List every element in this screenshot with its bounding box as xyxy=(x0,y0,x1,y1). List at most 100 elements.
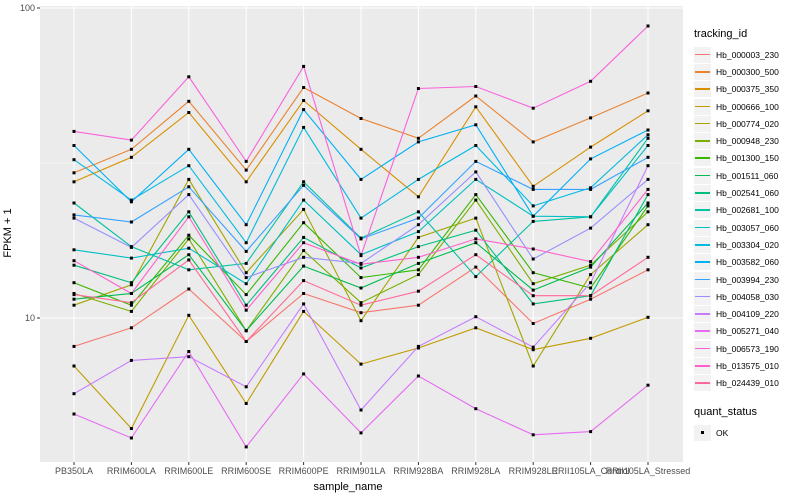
data-point xyxy=(244,168,248,172)
legend-line-icon xyxy=(695,261,710,263)
data-point xyxy=(129,155,133,159)
data-point xyxy=(474,123,478,127)
legend-item-label: Hb_024439_010 xyxy=(716,378,779,389)
data-point xyxy=(589,273,593,277)
data-point xyxy=(187,233,191,237)
data-point xyxy=(646,177,650,181)
x-tick-label: RRIM600PE xyxy=(279,466,329,476)
legend-item-Hb_005271_040: Hb_005271_040 xyxy=(694,323,798,340)
legend-item-Hb_001511_060: Hb_001511_060 xyxy=(694,167,798,184)
data-point xyxy=(129,283,133,287)
data-point xyxy=(187,215,191,219)
data-point xyxy=(302,183,306,187)
data-point xyxy=(302,241,306,245)
legend-line-icon xyxy=(695,278,710,281)
legend-item-label: Hb_003304_020 xyxy=(716,239,779,250)
data-point xyxy=(416,273,420,277)
data-point xyxy=(129,220,133,224)
data-point xyxy=(416,245,420,249)
legend-line-icon xyxy=(695,364,710,367)
data-point xyxy=(646,91,650,95)
data-point xyxy=(416,195,420,199)
data-point xyxy=(187,246,191,250)
legend-line-icon xyxy=(695,140,710,142)
data-point xyxy=(302,221,306,225)
legend-item-Hb_003994_230: Hb_003994_230 xyxy=(694,271,798,288)
data-point xyxy=(129,256,133,260)
data-point xyxy=(72,213,76,217)
data-point xyxy=(416,344,420,348)
legend-item-Hb_000666_100: Hb_000666_100 xyxy=(694,98,798,115)
data-point xyxy=(474,144,478,147)
data-point xyxy=(72,248,76,252)
data-point xyxy=(589,187,593,191)
data-point xyxy=(589,157,593,161)
data-point xyxy=(129,245,133,249)
data-point xyxy=(302,292,306,295)
legend-item-label: Hb_006573_190 xyxy=(716,343,779,354)
data-point xyxy=(416,223,420,227)
data-point xyxy=(129,292,133,295)
legend-item-Hb_000375_350: Hb_000375_350 xyxy=(694,81,798,98)
data-point xyxy=(72,180,76,184)
data-point xyxy=(531,348,535,352)
data-point xyxy=(474,159,478,163)
data-point xyxy=(646,128,650,132)
data-point xyxy=(416,374,420,378)
data-point xyxy=(302,99,306,102)
legend-line-icon xyxy=(695,192,710,194)
x-tick-label: RRIM901LA xyxy=(336,466,385,476)
data-point xyxy=(72,201,76,205)
legend-item-Hb_000948_230: Hb_000948_230 xyxy=(694,132,798,150)
legend-item-label: Hb_002681_100 xyxy=(716,205,779,216)
legend-key-swatch xyxy=(694,357,711,374)
data-point xyxy=(531,257,535,261)
data-point xyxy=(416,216,420,220)
data-point xyxy=(244,303,248,307)
data-point xyxy=(187,75,191,79)
data-point xyxy=(244,385,248,389)
data-point xyxy=(244,340,248,343)
legend-key-swatch xyxy=(694,375,711,392)
data-point xyxy=(474,94,478,98)
data-point xyxy=(646,268,650,272)
legend-item-label: OK xyxy=(716,427,729,438)
legend-item-label: Hb_000948_230 xyxy=(716,136,779,147)
legend-key-swatch xyxy=(694,98,711,115)
data-point xyxy=(129,427,133,430)
data-point xyxy=(646,315,650,319)
data-point xyxy=(474,105,478,109)
data-point xyxy=(531,345,535,349)
x-tick-label: RRII105LA_Control xyxy=(552,466,630,476)
data-point xyxy=(359,431,363,435)
data-point xyxy=(302,198,306,202)
legend-tracking-items: Hb_000003_230 Hb_000300_500 Hb_000375_350 H… xyxy=(694,46,798,392)
data-point xyxy=(187,350,191,353)
data-point xyxy=(589,286,593,290)
data-point xyxy=(531,106,535,110)
data-point xyxy=(359,147,363,151)
data-point xyxy=(646,193,650,197)
data-point xyxy=(646,155,650,159)
data-point xyxy=(129,358,133,362)
data-point xyxy=(72,344,76,348)
data-point xyxy=(474,170,478,174)
data-point xyxy=(531,282,535,286)
legend-item-Hb_002541_060: Hb_002541_060 xyxy=(694,184,798,202)
data-point xyxy=(302,309,306,313)
data-point xyxy=(302,86,306,89)
data-point xyxy=(72,129,76,133)
x-tick-label: PB350LA xyxy=(55,466,93,476)
data-point xyxy=(474,216,478,220)
data-point xyxy=(416,136,420,140)
data-point xyxy=(531,219,535,223)
y-axis-title: FPKM + 1 xyxy=(2,208,14,258)
data-point xyxy=(187,355,191,359)
legend-line-icon xyxy=(695,105,710,108)
data-point xyxy=(474,253,478,257)
legend-item-label: Hb_000666_100 xyxy=(716,101,779,112)
legend-title-tracking-id: tracking_id xyxy=(694,28,748,40)
data-point xyxy=(646,136,650,140)
data-point xyxy=(72,303,76,307)
data-point xyxy=(474,241,478,245)
